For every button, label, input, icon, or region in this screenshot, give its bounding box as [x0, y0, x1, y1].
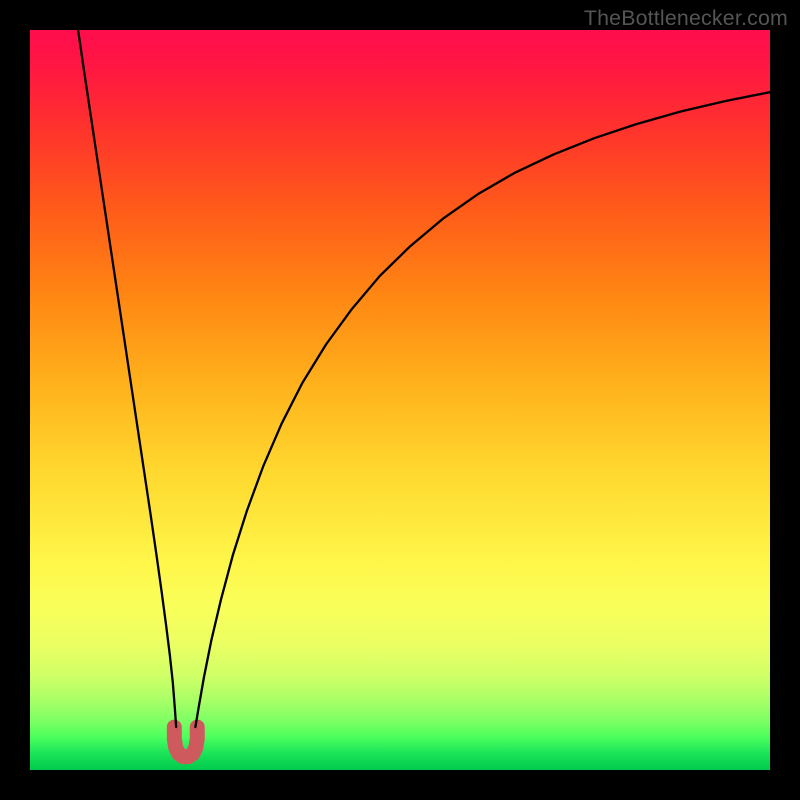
- highlight-squiggle: [174, 727, 197, 757]
- watermark-text: TheBottlenecker.com: [584, 6, 788, 31]
- right-curve: [195, 92, 770, 727]
- left-curve: [78, 30, 176, 727]
- plot-area: [30, 30, 770, 770]
- plot-svg: [30, 30, 770, 770]
